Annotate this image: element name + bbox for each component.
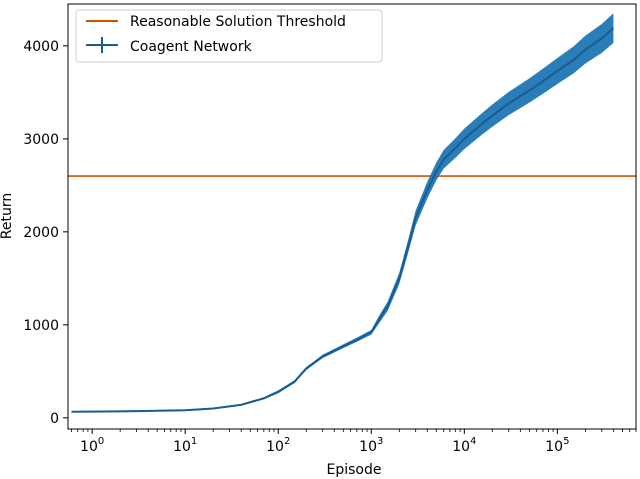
axes-frame [67,3,637,430]
x-tick-label: 104 [452,436,476,455]
legend-box [75,9,383,63]
x-axis: 100 101 102 103 104 105 [71,429,637,455]
x-tick-label: 102 [266,436,290,455]
x-axis-label: Episode [327,462,382,478]
x-tick-label: 103 [359,436,383,455]
legend-threshold-label: Reasonable Solution Threshold [130,14,346,30]
y-tick-label: 2000 [23,225,59,241]
y-axis: 0 1000 2000 3000 4000 [23,39,68,427]
x-tick-label: 105 [545,436,569,455]
x-tick-label: 100 [80,436,104,455]
y-tick-label: 3000 [23,132,59,148]
y-tick-label: 1000 [23,318,59,334]
y-axis-label: Return [0,193,15,239]
coagent-line [71,27,615,413]
y-tick-label: 0 [50,411,59,427]
x-tick-label: 101 [173,436,197,455]
legend-coagent-label: Coagent Network [130,39,253,55]
plot-area [68,13,636,413]
y-tick-label: 4000 [23,39,59,55]
legend: Reasonable Solution Threshold Coagent Ne… [75,9,383,63]
